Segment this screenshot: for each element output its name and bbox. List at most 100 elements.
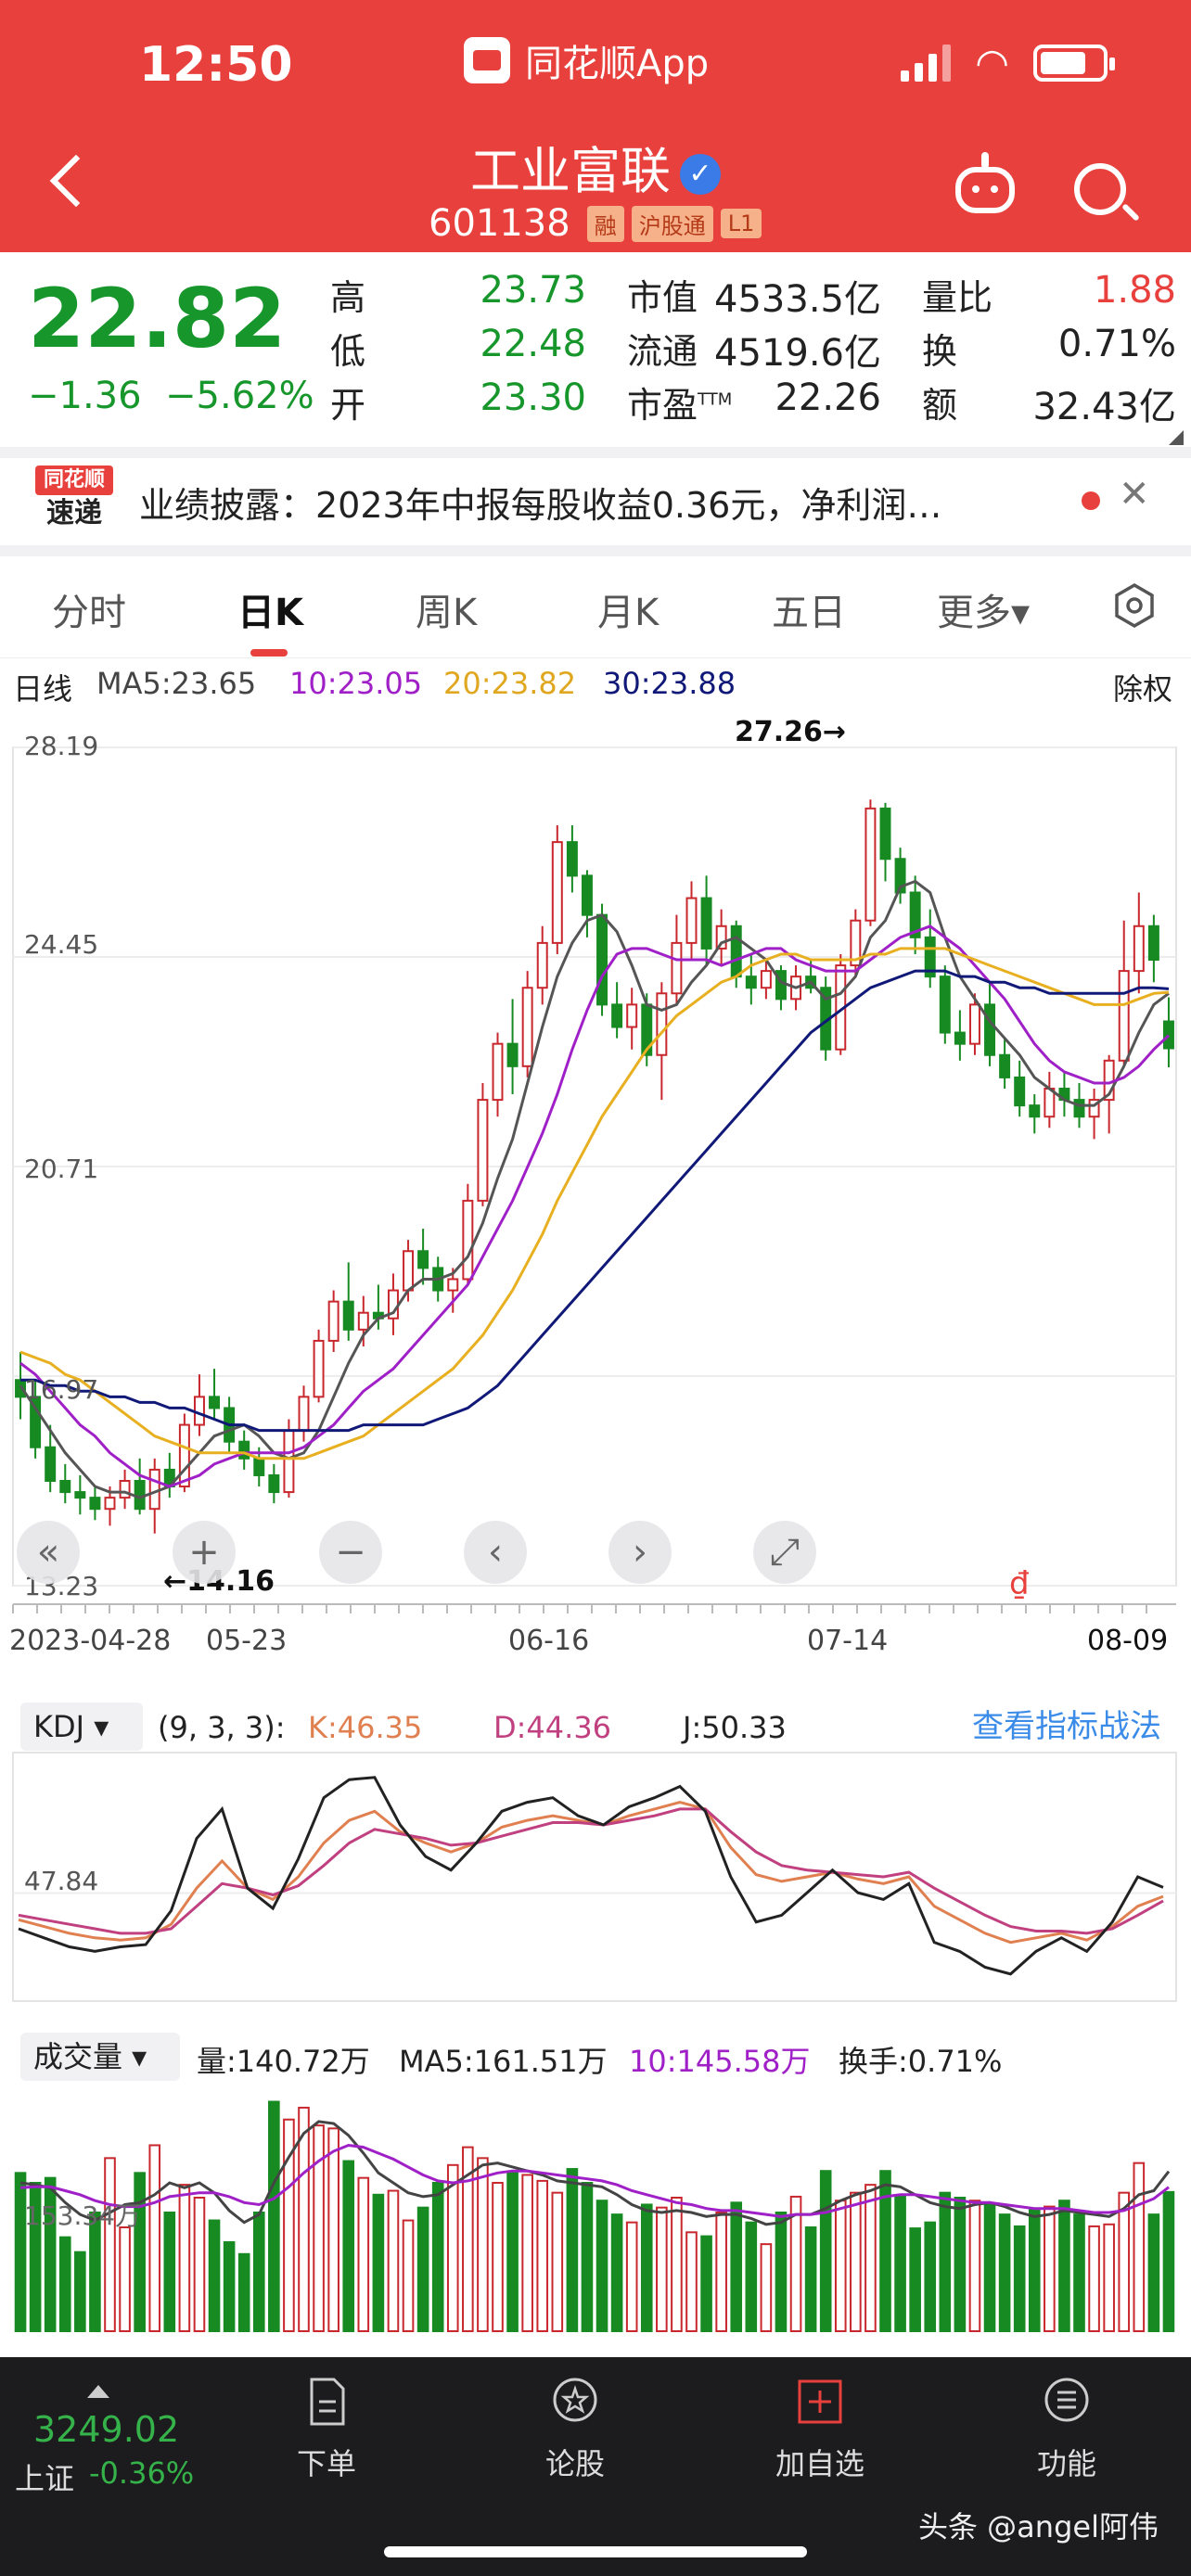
pe-value: 22.26 bbox=[775, 376, 881, 419]
bottom-nav: 3249.02 上证 -0.36% 下单 论股 加自选 功能 bbox=[0, 2357, 1191, 2576]
candle-up bbox=[968, 1003, 980, 1045]
volume-y-tick: 153.34万 bbox=[24, 2200, 141, 2231]
volume-bar-down bbox=[74, 2251, 86, 2333]
candle-down bbox=[342, 1300, 354, 1331]
tab-more[interactable]: 更多▾ bbox=[937, 592, 1031, 634]
candle-up bbox=[104, 1497, 116, 1511]
tab-intraday[interactable]: 分时 bbox=[52, 592, 126, 634]
robot-assistant-icon[interactable] bbox=[955, 152, 1015, 213]
candle-down bbox=[30, 1396, 42, 1448]
kline-period: 日线 bbox=[13, 671, 73, 707]
add-watchlist-icon bbox=[798, 2379, 842, 2424]
candle-down bbox=[1014, 1076, 1026, 1107]
volume-bar-down bbox=[416, 2206, 429, 2332]
volume-bar-down bbox=[745, 2221, 758, 2333]
adjust-toggle[interactable]: 除权 bbox=[1113, 671, 1173, 707]
news-text[interactable]: 业绩披露：2023年中报每股收益0.36元，净利润… bbox=[139, 485, 942, 526]
candle-up bbox=[447, 1278, 459, 1292]
scroll-left-button[interactable]: ‹ bbox=[464, 1521, 527, 1584]
kline-chart[interactable] bbox=[0, 705, 1191, 1669]
volume-chart[interactable] bbox=[0, 2086, 1191, 2355]
candle-up bbox=[313, 1339, 325, 1398]
tag-connect[interactable]: 沪股通 bbox=[631, 205, 713, 242]
fullscreen-button[interactable]: ⤢ bbox=[753, 1521, 816, 1584]
amount-value: 32.43亿 bbox=[1032, 386, 1176, 428]
legend-ma20: 20:23.82 bbox=[443, 666, 577, 701]
tag-margin[interactable]: 融 bbox=[586, 205, 624, 242]
tab-monthly-k[interactable]: 月K bbox=[597, 592, 660, 634]
volume-bar-down bbox=[342, 2160, 355, 2332]
candle-down bbox=[268, 1473, 280, 1494]
nav-discuss[interactable]: 论股 bbox=[501, 2376, 649, 2483]
scroll-right-button[interactable]: › bbox=[608, 1521, 672, 1584]
candle-up bbox=[193, 1396, 205, 1426]
index-name[interactable]: 上证 bbox=[15, 2461, 75, 2496]
candle-up bbox=[492, 1042, 504, 1102]
unread-dot-icon bbox=[1082, 491, 1100, 510]
candle-down bbox=[924, 936, 936, 978]
market-cap-value: 4533.5亿 bbox=[714, 278, 881, 321]
nav-functions[interactable]: 功能 bbox=[992, 2376, 1141, 2483]
candle-up bbox=[685, 897, 698, 944]
volume-bar-down bbox=[954, 2197, 967, 2332]
kdj-chart[interactable] bbox=[0, 1688, 1191, 2003]
legend-ma5: MA5:23.65 bbox=[96, 666, 257, 701]
index-value[interactable]: 3249.02 bbox=[33, 2409, 180, 2450]
change-percent: −5.62% bbox=[165, 375, 314, 417]
candle-down bbox=[89, 1497, 101, 1511]
tab-weekly-k[interactable]: 周K bbox=[416, 592, 478, 634]
volume-ma-ma10 bbox=[19, 2143, 1170, 2218]
candle-up bbox=[1133, 925, 1145, 973]
news-banner[interactable]: 同花顺 速递 业绩披露：2023年中报每股收益0.36元，净利润… ✕ bbox=[0, 458, 1191, 542]
candle-up bbox=[521, 987, 533, 1067]
candle-down bbox=[730, 925, 742, 978]
volume-bar-up bbox=[536, 2179, 549, 2332]
candle-up bbox=[148, 1468, 160, 1511]
volume-bar-down bbox=[894, 2195, 906, 2332]
tag-level[interactable]: L1 bbox=[720, 209, 762, 238]
x-tick-label: 05-23 bbox=[206, 1625, 288, 1657]
candle-down bbox=[1147, 925, 1159, 962]
zoom-in-button[interactable]: + bbox=[173, 1521, 236, 1584]
volume-bar-down bbox=[879, 2170, 891, 2332]
status-icons: ◠ bbox=[901, 44, 1115, 83]
candle-up bbox=[178, 1423, 190, 1488]
settings-hex-icon[interactable] bbox=[1111, 582, 1158, 629]
volume-indicator-select[interactable]: 成交量 ▾ bbox=[20, 2033, 180, 2081]
index-change[interactable]: -0.36% bbox=[89, 2455, 195, 2491]
volume-bar-down bbox=[134, 2172, 146, 2333]
zoom-out-button[interactable]: − bbox=[319, 1521, 382, 1584]
divider bbox=[0, 447, 1191, 458]
scroll-left-fast-button[interactable]: « bbox=[17, 1521, 80, 1584]
volume-bar-up bbox=[521, 2174, 533, 2333]
status-time: 12:50 bbox=[139, 37, 293, 93]
indicator-strategy-link[interactable]: 查看指标战法 bbox=[972, 1708, 1161, 1745]
expand-corner-icon[interactable] bbox=[1169, 430, 1184, 445]
volume-bar-down bbox=[431, 2182, 444, 2332]
y-tick-label: 28.19 bbox=[24, 731, 99, 761]
home-indicator bbox=[384, 2546, 807, 2557]
volume-bar-up bbox=[864, 2184, 877, 2332]
float-cap-value: 4519.6亿 bbox=[714, 332, 881, 375]
volume-bar-down bbox=[58, 2236, 71, 2333]
volume-bar-up bbox=[1044, 2205, 1056, 2332]
candle-down bbox=[581, 874, 593, 916]
nav-order[interactable]: 下单 bbox=[252, 2376, 401, 2483]
search-icon[interactable] bbox=[1074, 163, 1126, 215]
tab-daily-k[interactable]: 日K bbox=[237, 592, 303, 634]
discuss-star-icon bbox=[553, 2378, 597, 2422]
volume-bar-down bbox=[1073, 2213, 1085, 2332]
nav-add-watchlist[interactable]: 加自选 bbox=[746, 2376, 894, 2483]
cellular-signal-icon bbox=[901, 45, 952, 82]
close-icon[interactable]: ✕ bbox=[1119, 473, 1150, 516]
pe-label: 市盈TTM bbox=[627, 385, 733, 426]
kdj-line-d bbox=[18, 1807, 1164, 1935]
indicator-select[interactable]: KDJ ▾ bbox=[20, 1702, 143, 1751]
candle-up bbox=[671, 941, 683, 995]
event-marker-icon[interactable]: ₫ bbox=[1009, 1565, 1030, 1602]
volume-bar-up bbox=[104, 2157, 116, 2333]
low-label: 低 bbox=[330, 331, 366, 372]
stock-code-row: 601138 融 沪股通 L1 bbox=[429, 202, 762, 245]
candle-down bbox=[253, 1457, 265, 1476]
tab-five-day[interactable]: 五日 bbox=[772, 592, 846, 634]
